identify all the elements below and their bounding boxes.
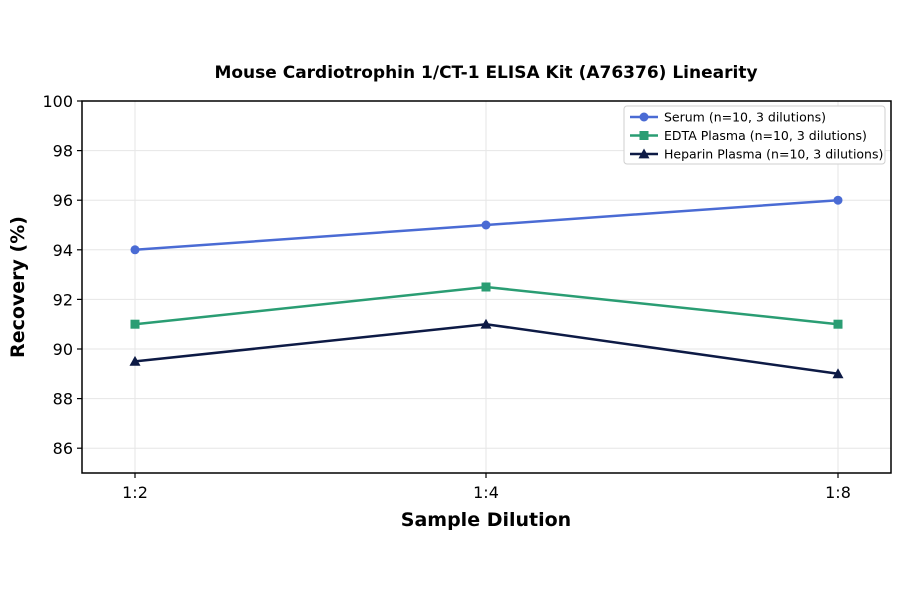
y-tick-label: 90 xyxy=(53,340,73,359)
y-axis-ticks: 86 88 90 92 94 96 98 100 xyxy=(42,92,82,458)
data-point xyxy=(481,282,491,292)
legend-marker xyxy=(639,112,649,122)
data-point xyxy=(481,220,491,230)
legend-box xyxy=(623,105,886,165)
y-tick-label: 86 xyxy=(53,439,73,458)
y-tick-label: 88 xyxy=(53,390,73,409)
y-tick-label: 96 xyxy=(53,191,73,210)
y-axis-label: Recovery (%) xyxy=(7,216,29,358)
y-tick-label: 98 xyxy=(53,142,73,161)
chart-title: Mouse Cardiotrophin 1/CT-1 ELISA Kit (A7… xyxy=(214,63,757,83)
legend-label: EDTA Plasma (n=10, 3 dilutions) xyxy=(664,128,867,143)
y-tick-label: 94 xyxy=(53,241,73,260)
legend-marker xyxy=(638,148,650,159)
x-tick-label: 1:2 xyxy=(122,483,148,502)
x-axis-ticks: 1:2 1:4 1:8 xyxy=(122,473,851,502)
legend-marker xyxy=(639,131,649,140)
y-tick-label: 100 xyxy=(42,92,73,111)
series-2 xyxy=(129,318,844,379)
series-0 xyxy=(130,195,843,255)
x-axis-label: Sample Dilution xyxy=(401,509,571,531)
series-1 xyxy=(130,282,843,329)
series-group xyxy=(129,195,844,379)
x-tick-label: 1:8 xyxy=(825,483,851,502)
y-tick-label: 92 xyxy=(53,290,73,309)
data-point xyxy=(832,368,844,379)
data-point xyxy=(833,195,843,205)
legend-label: Heparin Plasma (n=10, 3 dilutions) xyxy=(664,147,883,162)
legend: Serum (n=10, 3 dilutions) EDTA Plasma (n=… xyxy=(623,105,886,165)
legend-label: Serum (n=10, 3 dilutions) xyxy=(664,110,826,125)
data-point xyxy=(480,318,492,329)
data-point xyxy=(130,245,140,255)
data-point xyxy=(833,319,843,329)
x-tick-label: 1:4 xyxy=(473,483,499,502)
data-point xyxy=(130,319,140,329)
data-point xyxy=(129,355,141,366)
